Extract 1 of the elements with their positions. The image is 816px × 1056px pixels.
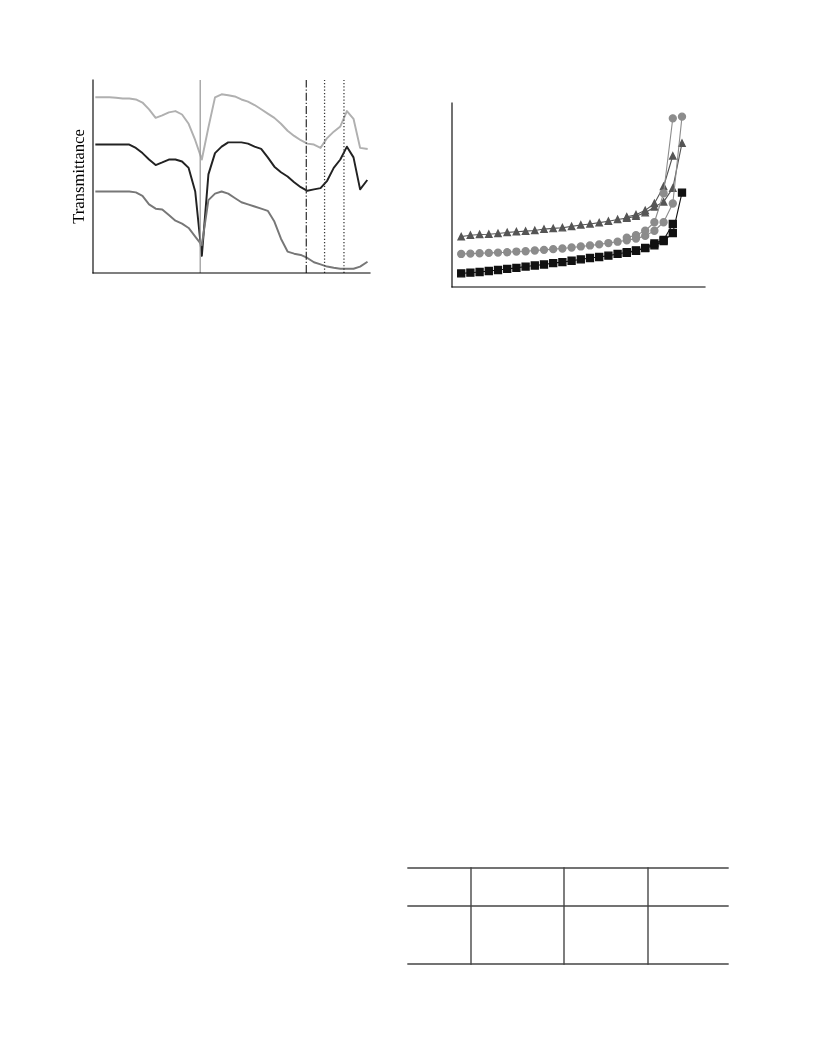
y-axis-title: Transmittance — [72, 129, 85, 224]
